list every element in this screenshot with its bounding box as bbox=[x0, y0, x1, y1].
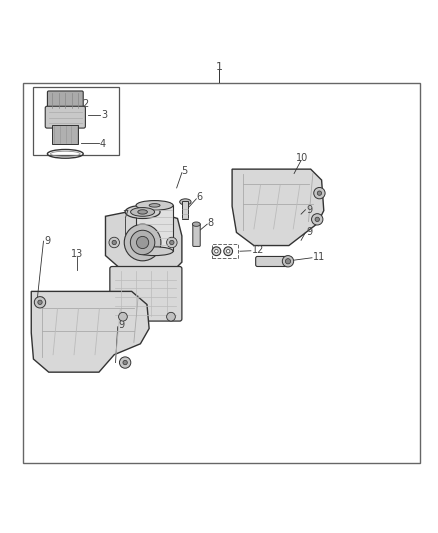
Circle shape bbox=[112, 240, 117, 245]
Bar bbox=[182, 201, 188, 220]
Text: 5: 5 bbox=[181, 166, 187, 176]
Text: 1: 1 bbox=[215, 62, 223, 72]
Ellipse shape bbox=[180, 199, 191, 205]
Bar bbox=[22, 83, 420, 463]
Circle shape bbox=[311, 214, 323, 225]
Circle shape bbox=[170, 240, 174, 245]
Bar bbox=[212, 244, 238, 258]
Circle shape bbox=[137, 236, 149, 248]
Circle shape bbox=[34, 297, 46, 308]
Polygon shape bbox=[106, 212, 182, 271]
Circle shape bbox=[123, 360, 127, 365]
FancyBboxPatch shape bbox=[193, 224, 200, 246]
Bar bbox=[136, 205, 173, 251]
Circle shape bbox=[215, 249, 218, 253]
Text: 13: 13 bbox=[71, 249, 83, 259]
Text: 2: 2 bbox=[82, 99, 88, 109]
Circle shape bbox=[212, 247, 221, 256]
Text: 3: 3 bbox=[101, 110, 107, 119]
Text: 12: 12 bbox=[252, 245, 264, 255]
Text: 9: 9 bbox=[306, 228, 312, 237]
Circle shape bbox=[315, 217, 319, 222]
Text: 9: 9 bbox=[306, 205, 312, 215]
Text: 4: 4 bbox=[99, 139, 106, 149]
Circle shape bbox=[224, 247, 233, 256]
Ellipse shape bbox=[131, 207, 155, 216]
Polygon shape bbox=[232, 169, 324, 246]
FancyBboxPatch shape bbox=[256, 256, 289, 266]
Text: 7: 7 bbox=[122, 210, 128, 220]
Circle shape bbox=[166, 237, 177, 248]
Text: 10: 10 bbox=[296, 153, 308, 163]
Bar bbox=[52, 125, 78, 144]
Bar bbox=[33, 87, 119, 155]
FancyBboxPatch shape bbox=[45, 106, 85, 128]
Ellipse shape bbox=[136, 247, 173, 256]
Circle shape bbox=[283, 256, 293, 267]
Text: 11: 11 bbox=[313, 252, 325, 262]
Ellipse shape bbox=[192, 222, 200, 227]
Circle shape bbox=[120, 357, 131, 368]
Circle shape bbox=[124, 224, 161, 261]
Ellipse shape bbox=[138, 210, 148, 214]
Circle shape bbox=[109, 237, 120, 248]
Circle shape bbox=[226, 249, 230, 253]
Text: 6: 6 bbox=[196, 192, 202, 201]
Circle shape bbox=[166, 312, 175, 321]
Text: 8: 8 bbox=[207, 218, 213, 228]
Ellipse shape bbox=[136, 200, 173, 210]
Polygon shape bbox=[31, 292, 149, 372]
Ellipse shape bbox=[149, 204, 160, 207]
Ellipse shape bbox=[125, 205, 160, 219]
FancyBboxPatch shape bbox=[47, 91, 83, 110]
FancyBboxPatch shape bbox=[110, 266, 182, 321]
Circle shape bbox=[317, 191, 321, 195]
Circle shape bbox=[131, 230, 155, 255]
Circle shape bbox=[314, 188, 325, 199]
Text: 9: 9 bbox=[44, 236, 50, 246]
Text: 9: 9 bbox=[119, 320, 125, 330]
Circle shape bbox=[119, 312, 127, 321]
Circle shape bbox=[286, 259, 290, 264]
Circle shape bbox=[38, 300, 42, 304]
